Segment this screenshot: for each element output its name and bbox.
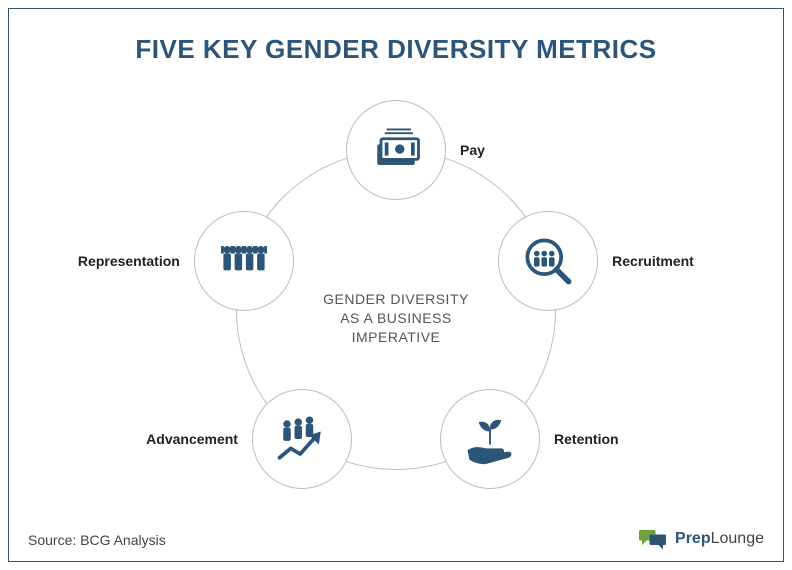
brand-text: PrepLounge: [675, 530, 764, 548]
node-pay: [346, 100, 446, 200]
chat-bubbles-icon: [639, 526, 669, 552]
node-label-advancement: Advancement: [146, 431, 238, 447]
node-recruitment: [498, 211, 598, 311]
money-icon: [366, 120, 426, 180]
people-group-icon: [214, 231, 274, 291]
hand-plant-icon: [460, 409, 520, 469]
center-line-1: GENDER DIVERSITY: [323, 291, 469, 307]
growth-people-icon: [272, 409, 332, 469]
brand-text-light: Lounge: [711, 530, 764, 547]
node-advancement: [252, 389, 352, 489]
magnifier-people-icon: [518, 231, 578, 291]
node-label-pay: Pay: [460, 142, 485, 158]
node-label-retention: Retention: [554, 431, 619, 447]
node-representation: [194, 211, 294, 311]
node-label-representation: Representation: [78, 253, 180, 269]
page-title: FIVE KEY GENDER DIVERSITY METRICS: [0, 34, 792, 65]
brand-logo: PrepLounge: [639, 526, 764, 552]
center-caption: GENDER DIVERSITY AS A BUSINESS IMPERATIV…: [296, 290, 496, 347]
center-line-2: AS A BUSINESS: [340, 310, 452, 326]
node-retention: [440, 389, 540, 489]
source-attribution: Source: BCG Analysis: [28, 532, 166, 548]
node-label-recruitment: Recruitment: [612, 253, 694, 269]
center-line-3: IMPERATIVE: [352, 329, 441, 345]
brand-text-bold: Prep: [675, 530, 711, 547]
